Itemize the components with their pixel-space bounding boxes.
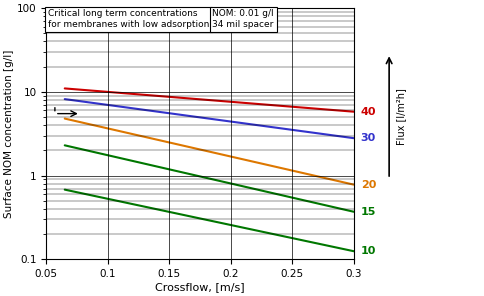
Text: 30: 30 <box>361 133 376 143</box>
Y-axis label: Surface NOM concentration [g/l]: Surface NOM concentration [g/l] <box>4 49 14 218</box>
Text: 20: 20 <box>361 180 376 190</box>
Text: 10: 10 <box>361 246 376 256</box>
Text: Flux [l/m²h]: Flux [l/m²h] <box>396 88 407 145</box>
Text: NOM: 0.01 g/l
34 mil spacer: NOM: 0.01 g/l 34 mil spacer <box>212 9 274 29</box>
Text: 40: 40 <box>361 107 376 117</box>
Text: Critical long term concentrations
for membranes with low adsorption: Critical long term concentrations for me… <box>48 9 209 29</box>
X-axis label: Crossflow, [m/s]: Crossflow, [m/s] <box>155 282 245 292</box>
Text: 15: 15 <box>361 207 376 217</box>
